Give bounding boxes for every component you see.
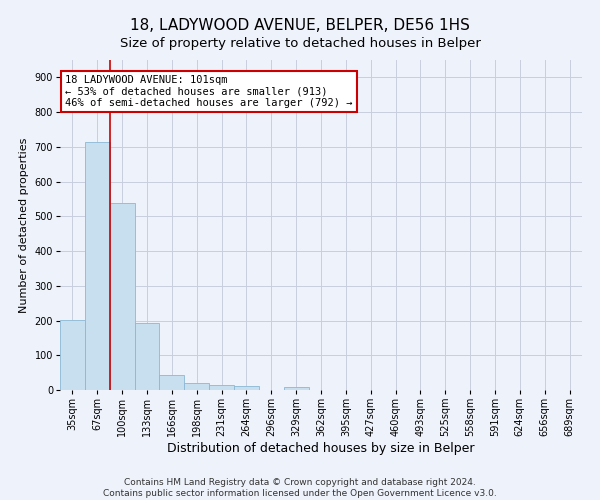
Bar xyxy=(134,323,160,390)
X-axis label: Distribution of detached houses by size in Belper: Distribution of detached houses by size … xyxy=(167,442,475,455)
Text: 18 LADYWOOD AVENUE: 101sqm
← 53% of detached houses are smaller (913)
46% of sem: 18 LADYWOOD AVENUE: 101sqm ← 53% of deta… xyxy=(65,75,353,108)
Bar xyxy=(209,385,234,390)
Text: 18, LADYWOOD AVENUE, BELPER, DE56 1HS: 18, LADYWOOD AVENUE, BELPER, DE56 1HS xyxy=(130,18,470,32)
Bar xyxy=(60,320,85,390)
Bar xyxy=(110,204,134,390)
Bar xyxy=(160,376,184,390)
Bar xyxy=(85,142,110,390)
Bar xyxy=(184,383,209,390)
Bar xyxy=(234,386,259,390)
Text: Contains HM Land Registry data © Crown copyright and database right 2024.
Contai: Contains HM Land Registry data © Crown c… xyxy=(103,478,497,498)
Bar xyxy=(284,387,308,390)
Y-axis label: Number of detached properties: Number of detached properties xyxy=(19,138,29,312)
Text: Size of property relative to detached houses in Belper: Size of property relative to detached ho… xyxy=(119,38,481,51)
